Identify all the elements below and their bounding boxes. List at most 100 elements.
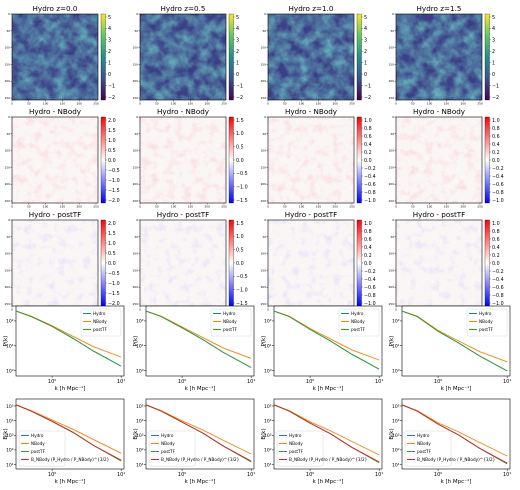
x-tick-label: 150 <box>188 205 194 209</box>
legend-label: postTF <box>161 449 176 454</box>
residual-map-structure <box>140 220 226 306</box>
colorbar-tick-label: −0.4 <box>492 174 504 180</box>
x-tick-label: 10⁰ <box>178 379 186 385</box>
x-tick-label: 10¹ <box>375 472 383 478</box>
density-map-structure <box>396 14 482 100</box>
x-tick-label: 0 <box>395 102 397 106</box>
colorbar-tick-label: 0 <box>364 72 367 78</box>
colorbar-tick-label: 1.0 <box>108 241 116 247</box>
x-tick-label: 50 <box>27 102 31 106</box>
y-tick-label: 150 <box>261 268 267 272</box>
colorbar-tick-label: 0.6 <box>364 237 372 243</box>
y-tick-label: 50 <box>134 132 138 136</box>
colorbar-tick-label: 0.6 <box>364 134 372 140</box>
y-tick-label: 10² <box>136 448 144 454</box>
map-panel: Hydro - postTF05010015020025005010015020… <box>133 210 248 312</box>
colorbar-tick-label: 1.5 <box>108 128 116 134</box>
y-tick-label: 10⁵ <box>264 404 272 410</box>
colorbar-tick-label: 1.0 <box>236 234 244 240</box>
y-tick-label: 250 <box>261 96 267 100</box>
power-spectrum-panel: 10⁰ 10¹ 10⁰ 10¹ 10² k [h Mpc⁻¹] P(k) Hydro NBody… <box>133 305 255 392</box>
x-tick-label: 250 <box>349 205 355 209</box>
y-tick-label: 0 <box>392 115 394 119</box>
y-tick-label: 10⁰ <box>6 368 14 374</box>
y-tick-label: 10⁴ <box>6 418 14 424</box>
y-tick-label: 0 <box>8 12 10 16</box>
density-map-structure <box>268 14 354 100</box>
y-tick-label: 200 <box>389 79 395 83</box>
x-tick-label: 0 <box>139 205 141 209</box>
x-tick-label: 10⁰ <box>306 472 314 478</box>
colorbar-tick-label: −2 <box>492 95 499 101</box>
colorbar-tick-label: −0.6 <box>364 285 376 291</box>
x-tick-label: 200 <box>205 205 211 209</box>
legend-label: postTF <box>31 449 46 454</box>
legend-label: Hydro <box>31 433 44 438</box>
colorbar <box>100 116 106 204</box>
panel-title: Hydro z=1.0 <box>289 4 334 13</box>
y-tick-label: 200 <box>261 285 267 289</box>
x-tick-label: 50 <box>411 102 415 106</box>
y-tick-label: 200 <box>389 285 395 289</box>
colorbar-tick-label: −1 <box>492 83 499 89</box>
colorbar-tick-label: −0.5 <box>236 274 248 280</box>
map-panel: Hydro - postTF05010015020025005010015020… <box>5 210 120 312</box>
x-tick-label: 10¹ <box>247 472 255 478</box>
panel-title: Hydro - NBody <box>413 107 466 116</box>
y-tick-label: 200 <box>261 182 267 186</box>
colorbar-tick-label: 0.0 <box>236 261 244 267</box>
colorbar-tick-label: −1 <box>364 83 371 89</box>
colorbar <box>228 219 234 307</box>
colorbar-tick-label: 0.2 <box>364 253 372 259</box>
y-tick-label: 150 <box>5 268 11 272</box>
colorbar <box>356 219 362 307</box>
colorbar <box>356 13 362 101</box>
x-tick-label: 0 <box>267 205 269 209</box>
legend-label: NBody <box>417 441 431 446</box>
x-tick-label: 10⁰ <box>178 472 186 478</box>
legend-label: postTF <box>289 449 304 454</box>
map-frame <box>139 116 227 204</box>
y-tick-label: 100 <box>133 46 139 50</box>
colorbar-tick-label: −1.0 <box>108 281 120 287</box>
x-tick-label: 100 <box>43 102 49 106</box>
residual-map-structure <box>140 117 226 203</box>
colorbar-tick-label: −0.8 <box>492 293 504 299</box>
residual-map-structure <box>12 117 98 203</box>
y-axis-label: P(k) <box>133 336 139 347</box>
colorbar-tick-label: 0.2 <box>492 253 500 259</box>
colorbar-tick-label: −1 <box>236 83 243 89</box>
colorbar-tick-label: 1.0 <box>236 131 244 137</box>
colorbar-tick-label: 0.2 <box>364 150 372 156</box>
colorbar-tick-label: 0 <box>108 72 111 78</box>
panel-title: Hydro - NBody <box>157 107 210 116</box>
y-tick-label: 50 <box>262 132 266 136</box>
y-tick-label: 10¹ <box>136 462 144 468</box>
colorbar-tick-label: −2 <box>364 95 371 101</box>
y-tick-label: 10¹ <box>392 344 400 350</box>
x-tick-label: 10¹ <box>503 472 511 478</box>
power-spectrum-panel: 10⁰ 10¹ 10⁰ 10¹ 10² k [h Mpc⁻¹] P(k) Hydro NBody… <box>261 305 383 392</box>
x-tick-label: 200 <box>461 102 467 106</box>
x-tick-label: 10⁰ <box>434 472 442 478</box>
y-tick-label: 200 <box>389 182 395 186</box>
colorbar-tick-label: −1.0 <box>364 301 376 307</box>
colorbar-tick-label: 4 <box>108 26 111 32</box>
map-frame <box>395 116 483 204</box>
density-map-structure <box>12 14 98 100</box>
y-tick-label: 100 <box>261 252 267 256</box>
colorbar <box>484 13 490 101</box>
colorbar-tick-label: 1.0 <box>108 138 116 144</box>
residual-map-structure <box>12 220 98 306</box>
x-axis-label: k [h Mpc⁻¹] <box>185 478 216 485</box>
y-tick-label: 10⁰ <box>136 368 144 374</box>
colorbar-tick-label: −2 <box>236 95 243 101</box>
map-panel: Hydro z=0.00 50 100 150 200 25005010015020025… <box>5 4 115 106</box>
y-tick-label: 10⁰ <box>392 368 400 374</box>
y-tick-label: 0 <box>8 115 10 119</box>
colorbar-tick-label: 0.4 <box>364 142 372 148</box>
x-tick-label: 10¹ <box>375 379 383 385</box>
colorbar <box>484 116 490 204</box>
y-tick-label: 0 <box>136 115 138 119</box>
